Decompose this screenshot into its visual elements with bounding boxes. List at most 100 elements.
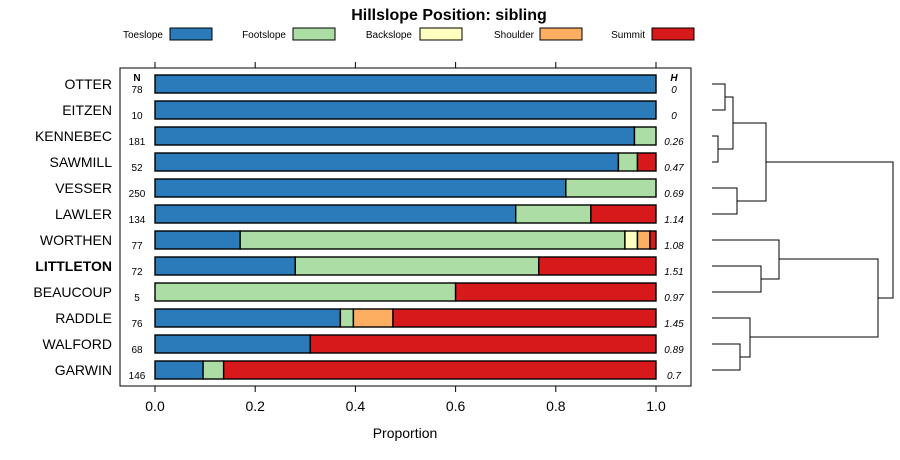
- bar-segment-worthen-toeslope: [154, 230, 241, 250]
- bar-segment-worthen-summit: [649, 230, 657, 250]
- row-label-garwin: GARWIN: [55, 362, 112, 378]
- legend: Toeslope Footslope Backslope Shoulder Summit: [123, 27, 695, 41]
- bar-segment-vesser-footslope: [565, 178, 657, 198]
- x-tick-label: 0.4: [346, 398, 366, 414]
- x-tick-label: 0.2: [245, 398, 265, 414]
- x-tick-label: 0.0: [145, 398, 165, 414]
- legend-swatch-shoulder: [539, 27, 583, 41]
- row-label-beaucoup: BEAUCOUP: [33, 284, 112, 300]
- row-label-sawmill: SAWMILL: [50, 154, 113, 170]
- bar-segment-garwin-summit: [222, 360, 657, 380]
- bar-segment-littleton-footslope: [294, 256, 540, 276]
- legend-swatch-footslope: [292, 27, 336, 41]
- bar-segment-raddle-shoulder: [352, 308, 394, 328]
- bar-segment-kennebec-footslope: [633, 126, 657, 146]
- h-value-walford: 0.89: [664, 345, 684, 356]
- bar-segment-lawler-toeslope: [154, 204, 517, 224]
- n-value-eitzen: 10: [131, 111, 143, 122]
- legend-swatch-toeslope: [169, 27, 213, 41]
- dendrogram-branch: [712, 83, 726, 111]
- row-label-kennebec: KENNEBEC: [35, 128, 112, 144]
- bars: [154, 74, 657, 380]
- h-value-sawmill: 0.47: [664, 163, 684, 174]
- dendrogram-branch: [766, 161, 894, 299]
- legend-label-footslope: Footslope: [242, 30, 286, 41]
- bar-segment-worthen-footslope: [239, 230, 626, 250]
- dendrogram-branch: [733, 122, 767, 202]
- legend-label-backslope: Backslope: [366, 30, 413, 41]
- legend-label-shoulder: Shoulder: [494, 30, 535, 41]
- legend-label-summit: Summit: [611, 30, 645, 41]
- dendrogram: [712, 83, 894, 371]
- h-value-garwin: 0.7: [667, 371, 681, 382]
- row-label-eitzen: EITZEN: [62, 102, 112, 118]
- chart-title: Hillslope Position: sibling: [351, 7, 547, 24]
- h-value-kennebec: 0.26: [664, 137, 684, 148]
- h-value-raddle: 1.45: [664, 319, 684, 330]
- x-axis-title: Proportion: [373, 425, 438, 441]
- n-value-otter: 78: [131, 85, 143, 96]
- row-label-littleton: LITTLETON: [35, 258, 112, 274]
- dendrogram-branch: [712, 187, 738, 215]
- bar-segment-lawler-footslope: [515, 204, 592, 224]
- n-value-walford: 68: [131, 345, 143, 356]
- x-axis: 0.0 0.2 0.4 0.6 0.8 1.0: [145, 386, 666, 414]
- legend-swatch-summit: [651, 27, 695, 41]
- row-label-raddle: RADDLE: [55, 310, 112, 326]
- bar-segment-worthen-backslope: [624, 230, 639, 250]
- bar-segment-beaucoup-footslope: [154, 282, 457, 302]
- bar-segment-kennebec-toeslope: [154, 126, 636, 146]
- row-label-vesser: VESSER: [55, 180, 112, 196]
- bar-segment-otter-toeslope: [154, 74, 657, 94]
- dendrogram-branch: [712, 239, 780, 280]
- h-header: H: [670, 73, 678, 84]
- x-tick-label: 0.8: [546, 398, 566, 414]
- dendrogram-branch: [750, 258, 879, 338]
- bar-segment-garwin-footslope: [202, 360, 225, 380]
- bar-segment-sawmill-footslope: [617, 152, 639, 172]
- bar-segment-garwin-toeslope: [154, 360, 204, 380]
- n-value-worthen: 77: [131, 241, 143, 252]
- h-value-otter: 0: [671, 85, 677, 96]
- h-value-worthen: 1.08: [664, 241, 684, 252]
- bar-segment-raddle-toeslope: [154, 308, 342, 328]
- legend-label-toeslope: Toeslope: [123, 30, 163, 41]
- n-value-vesser: 250: [129, 189, 146, 200]
- h-value-beaucoup: 0.97: [664, 293, 684, 304]
- row-label-worthen: WORTHEN: [40, 232, 112, 248]
- dendrogram-branch: [712, 343, 741, 371]
- dendrogram-branch: [712, 135, 719, 163]
- h-value-lawler: 1.14: [664, 215, 684, 226]
- n-value-garwin: 146: [129, 371, 146, 382]
- x-tick-label: 1.0: [646, 398, 666, 414]
- bar-segment-worthen-shoulder: [636, 230, 651, 250]
- bar-segment-sawmill-summit: [636, 152, 657, 172]
- dendrogram-branch: [712, 317, 751, 358]
- bar-segment-raddle-footslope: [339, 308, 355, 328]
- dendrogram-branch: [712, 265, 762, 293]
- row-label-otter: OTTER: [65, 76, 112, 92]
- bar-segment-beaucoup-summit: [454, 282, 657, 302]
- n-header: N: [133, 73, 140, 84]
- bar-segment-eitzen-toeslope: [154, 100, 657, 120]
- x-tick-label: 0.6: [446, 398, 466, 414]
- h-value-vesser: 0.69: [664, 189, 684, 200]
- n-value-kennebec: 181: [129, 137, 146, 148]
- n-value-beaucoup: 5: [134, 293, 140, 304]
- bar-segment-walford-toeslope: [154, 334, 312, 354]
- bar-segment-littleton-toeslope: [154, 256, 296, 276]
- n-value-raddle: 76: [131, 319, 143, 330]
- row-label-walford: WALFORD: [43, 336, 112, 352]
- bar-segment-lawler-summit: [590, 204, 657, 224]
- plot-panel: [119, 67, 692, 387]
- row-label-lawler: LAWLER: [55, 206, 112, 222]
- h-value-littleton: 1.51: [664, 267, 683, 278]
- bar-segment-sawmill-toeslope: [154, 152, 620, 172]
- bar-segment-walford-summit: [309, 334, 657, 354]
- top-axis-ticks: [154, 62, 657, 68]
- bar-segment-vesser-toeslope: [154, 178, 567, 198]
- bar-segment-littleton-summit: [538, 256, 657, 276]
- bar-segment-raddle-summit: [392, 308, 657, 328]
- h-value-eitzen: 0: [671, 111, 677, 122]
